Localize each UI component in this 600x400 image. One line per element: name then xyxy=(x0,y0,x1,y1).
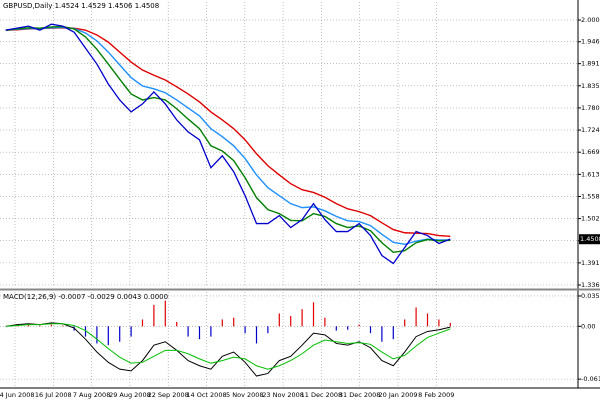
y-tick-label: 1.5025 xyxy=(581,215,600,223)
y-tick-label: 1.6135 xyxy=(581,170,600,178)
y-tick-label: 0.0354 xyxy=(581,292,600,300)
y-tick-label: 1.9460 xyxy=(581,38,600,46)
y-tick-label: 1.3915 xyxy=(581,259,600,267)
y-tick-label: 1.6690 xyxy=(581,148,600,156)
price-line xyxy=(5,25,451,254)
chart-title: GBPUSD,Daily 1.4524 1.4529 1.4506 1.4508 xyxy=(3,2,159,10)
x-tick-label: 11 Dec 2008 xyxy=(301,391,343,399)
price-line xyxy=(5,23,451,265)
last-price-label: 1.4508 xyxy=(580,235,600,243)
y-tick-label: 0.00 xyxy=(581,322,595,330)
x-tick-label: 31 Dec 2008 xyxy=(339,391,381,399)
x-tick-label: 22 Sep 2008 xyxy=(148,391,189,399)
last-price-box xyxy=(579,234,600,245)
y-tick-label: 1.7245 xyxy=(581,126,600,134)
y-tick-label: 1.8910 xyxy=(581,60,600,68)
x-tick-label: 16 Jul 2008 xyxy=(35,391,72,399)
y-tick-label: 1.8355 xyxy=(581,82,600,90)
y-tick-label: 2.0005 xyxy=(581,16,600,24)
x-tick-label: 20 Jan 2009 xyxy=(379,391,418,399)
y-tick-label: 1.5580 xyxy=(581,192,600,200)
y-tick-label: 1.3360 xyxy=(581,281,600,289)
x-tick-label: 8 Feb 2009 xyxy=(418,391,454,399)
x-tick-label: 23 Nov 2008 xyxy=(262,391,304,399)
macd-title: MACD(12,26,9) -0.0007 -0.0029 0.0043 0.0… xyxy=(3,293,168,301)
x-tick-label: 24 Jun 2008 xyxy=(0,391,35,399)
price-line xyxy=(5,27,451,238)
x-tick-label: 29 Aug 2008 xyxy=(109,391,151,399)
price-line xyxy=(5,26,451,246)
y-tick-label: -0.0616 xyxy=(581,375,600,383)
macd-line xyxy=(5,322,451,377)
x-tick-label: 7 Aug 2008 xyxy=(73,391,111,399)
x-tick-label: 14 Oct 2008 xyxy=(186,391,226,399)
macd-line xyxy=(5,323,451,370)
x-tick-label: 5 Nov 2008 xyxy=(226,391,264,399)
y-tick-label: 1.7800 xyxy=(581,104,600,112)
